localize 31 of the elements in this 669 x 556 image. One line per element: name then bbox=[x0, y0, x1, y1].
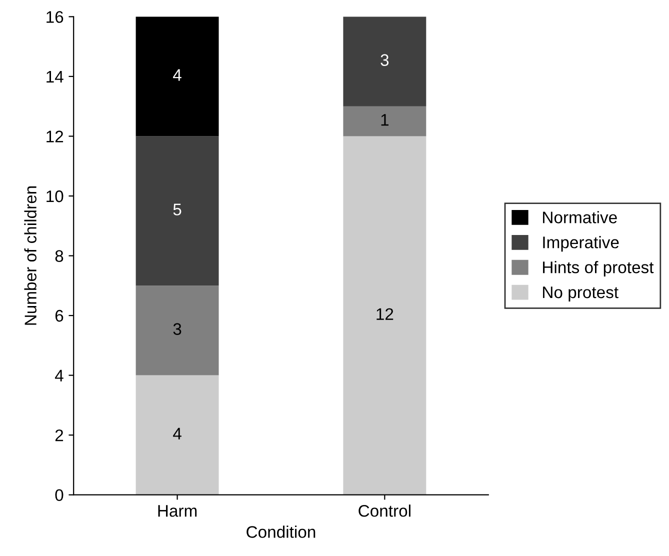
data-label: 3 bbox=[380, 54, 389, 66]
bar bbox=[136, 375, 219, 495]
y-tick-label: 0 bbox=[55, 489, 64, 502]
y-tick-label: 12 bbox=[46, 130, 64, 142]
data-label: 5 bbox=[173, 204, 182, 216]
data-label: 1 bbox=[381, 114, 388, 126]
y-tick-label: 2 bbox=[55, 429, 64, 442]
x-axis-title: Condition bbox=[246, 526, 316, 538]
y-tick-label: 8 bbox=[55, 250, 64, 262]
legend-label: Imperative bbox=[543, 236, 619, 252]
y-tick-label: 4 bbox=[54, 370, 64, 382]
bar bbox=[343, 106, 426, 136]
bar bbox=[136, 286, 219, 376]
data-label: 4 bbox=[173, 69, 182, 81]
bar bbox=[136, 136, 219, 286]
legend-label: No protest bbox=[543, 286, 618, 302]
y-tick-label: 14 bbox=[46, 71, 64, 82]
x-tick-label: Control bbox=[358, 504, 410, 517]
legend-label: Normative bbox=[543, 211, 617, 224]
y-tick-label: 6 bbox=[55, 310, 64, 322]
bar bbox=[343, 16, 426, 106]
y-axis-title: Number of children bbox=[24, 186, 36, 325]
data-label: 4 bbox=[173, 428, 182, 440]
bar bbox=[136, 16, 219, 136]
y-tick-label: 16 bbox=[46, 11, 64, 23]
x-tick-label: Harm bbox=[158, 505, 197, 517]
data-label: 12 bbox=[376, 308, 394, 320]
bar bbox=[343, 136, 426, 495]
legend-label: Hints of protest bbox=[543, 261, 654, 277]
y-tick-label: 10 bbox=[46, 190, 64, 202]
data-label: 3 bbox=[173, 323, 182, 335]
